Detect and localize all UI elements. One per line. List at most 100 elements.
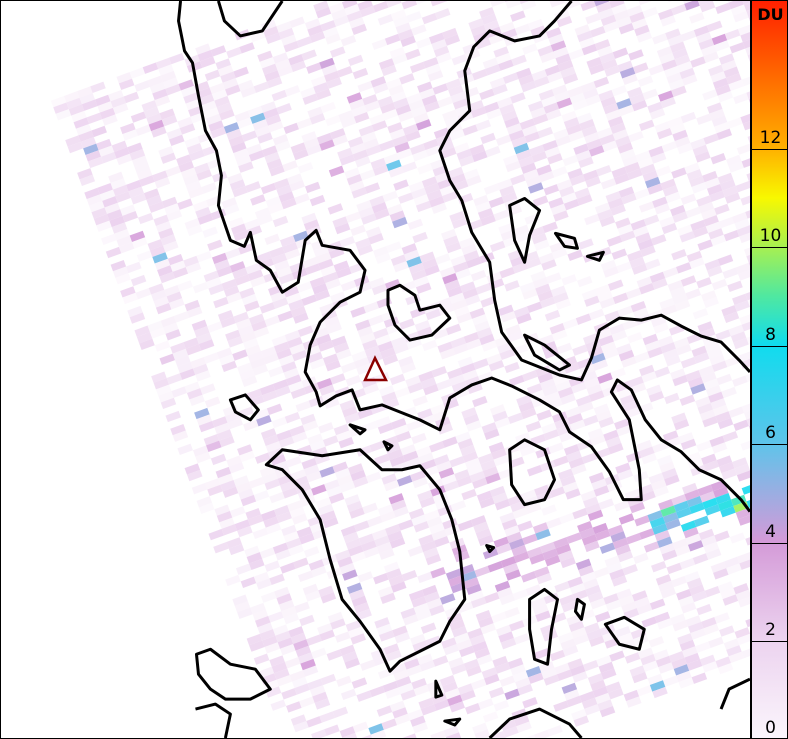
data-pixel [554, 91, 570, 103]
data-pixel [250, 357, 266, 370]
data-pixel [149, 245, 166, 257]
data-pixel [578, 238, 594, 250]
data-pixel [306, 471, 322, 483]
data-pixel [713, 568, 729, 580]
data-pixel [80, 137, 97, 149]
data-pixel [253, 490, 270, 502]
data-pixel [584, 540, 600, 553]
data-pixel [454, 305, 470, 318]
data-pixel [566, 695, 582, 708]
data-pixel [691, 672, 708, 684]
data-pixel [641, 453, 657, 465]
data-pixel [256, 414, 272, 427]
data-pixel [463, 250, 480, 262]
data-pixel [289, 670, 306, 682]
data-pixel [670, 286, 686, 298]
data-pixel [684, 571, 700, 583]
data-pixel [160, 70, 177, 83]
data-pixel [228, 135, 245, 147]
data-pixel [222, 486, 239, 498]
data-pixel [579, 527, 595, 539]
data-pixel [489, 485, 506, 498]
data-pixel [519, 445, 536, 457]
data-pixel [584, 295, 600, 307]
data-pixel [221, 197, 237, 209]
data-pixel [295, 645, 312, 658]
data-pixel [437, 423, 453, 435]
data-pixel [219, 435, 235, 448]
data-pixel [257, 213, 273, 226]
data-pixel [528, 18, 544, 31]
data-pixel [622, 563, 638, 576]
data-pixel [257, 50, 273, 62]
data-pixel [361, 213, 377, 225]
data-pixel [647, 101, 663, 114]
data-pixel [245, 344, 261, 356]
data-pixel [649, 680, 666, 692]
data-pixel [276, 266, 292, 278]
data-pixel [376, 705, 393, 717]
data-pixel [225, 329, 241, 342]
data-pixel [368, 314, 384, 327]
data-pixel [606, 562, 623, 574]
data-pixel [392, 53, 408, 65]
data-pixel [115, 273, 131, 285]
data-pixel [356, 608, 372, 621]
data-pixel [493, 700, 510, 712]
data-pixel [320, 101, 336, 114]
data-pixel [500, 637, 517, 650]
data-pixel [605, 599, 622, 612]
data-pixel [622, 318, 638, 331]
data-pixel [250, 276, 266, 288]
data-pixel [260, 428, 277, 440]
data-pixel [66, 97, 82, 110]
data-pixel [79, 92, 96, 105]
data-pixel [429, 32, 445, 44]
data-pixel [293, 557, 309, 569]
data-pixel [405, 457, 421, 469]
data-pixel [549, 323, 566, 335]
data-pixel [537, 290, 554, 302]
data-pixel [411, 187, 427, 200]
data-pixel [654, 366, 671, 378]
data-pixel [541, 340, 557, 353]
data-pixel [586, 629, 603, 641]
data-pixel [282, 242, 298, 254]
data-pixel [634, 188, 650, 200]
data-pixel [476, 654, 493, 666]
data-pixel [500, 311, 517, 323]
data-pixel [729, 42, 746, 54]
data-pixel [276, 348, 292, 360]
data-pixel [371, 202, 388, 214]
data-pixel [458, 155, 475, 167]
data-pixel [177, 280, 193, 292]
data-pixel [273, 178, 290, 190]
data-pixel [741, 646, 750, 659]
data-pixel [274, 668, 290, 680]
data-pixel [466, 420, 482, 432]
data-pixel [571, 382, 587, 394]
data-pixel [196, 414, 213, 426]
data-pixel [454, 550, 470, 563]
data-pixel [629, 256, 645, 269]
data-pixel [537, 45, 554, 57]
data-pixel [420, 622, 437, 634]
data-pixel [285, 374, 302, 386]
data-pixel [604, 310, 620, 322]
data-pixel [419, 414, 436, 427]
data-pixel [540, 296, 556, 309]
data-pixel [596, 655, 612, 667]
data-pixel [609, 323, 625, 335]
data-pixel [670, 613, 686, 625]
data-pixel [235, 318, 252, 330]
data-pixel [585, 176, 601, 188]
data-pixel [684, 1, 700, 11]
data-pixel [126, 180, 142, 192]
data-pixel [559, 512, 575, 525]
data-pixel [420, 377, 437, 389]
data-pixel [492, 655, 508, 668]
data-pixel [132, 155, 148, 167]
data-pixel [462, 451, 479, 463]
data-pixel [463, 168, 480, 180]
data-pixel [393, 506, 409, 518]
